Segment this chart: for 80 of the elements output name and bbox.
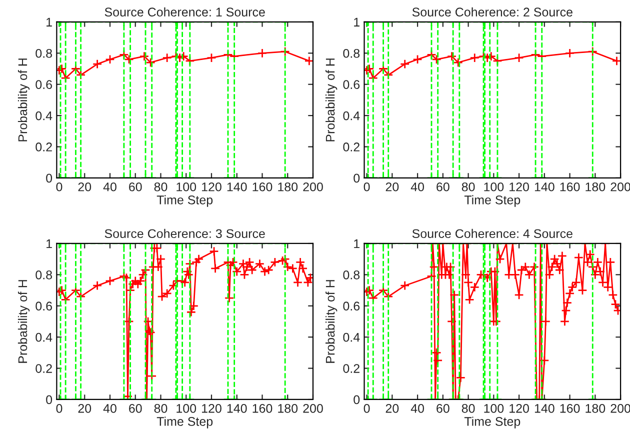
y-tick-label: 0.8: [36, 48, 52, 58]
x-tick-label: 40: [103, 182, 116, 192]
y-axis-title: Probability of H: [18, 280, 30, 363]
x-tick-label: 200: [610, 182, 630, 192]
x-tick-label: 20: [386, 404, 399, 413]
y-axis-title: Probability of H: [18, 58, 30, 142]
x-tick-label: 80: [462, 404, 475, 413]
y-tick-label: 0.6: [36, 302, 52, 311]
y-tick-label: 0.8: [36, 270, 52, 280]
x-tick-label: 200: [610, 404, 630, 413]
x-tick-label: 80: [154, 182, 168, 192]
y-tick-label: 0.4: [36, 111, 52, 120]
x-tick-label: 180: [278, 404, 298, 413]
x-tick-label: 0: [56, 182, 62, 192]
x-tick-label: 120: [202, 182, 222, 192]
x-tick-label: 40: [410, 404, 424, 413]
chart-title: Source Coherence: 2 Source: [412, 7, 572, 17]
y-tick-label: 0.2: [36, 364, 52, 373]
y-tick-label: 1: [354, 239, 360, 248]
x-tick-label: 200: [303, 182, 323, 192]
x-axis-title: Time Step: [156, 195, 213, 207]
x-tick-label: 40: [410, 182, 424, 192]
x-tick-label: 0: [56, 404, 62, 413]
x-axis-title: Time Step: [464, 195, 520, 207]
x-tick-label: 80: [462, 182, 475, 192]
x-tick-label: 160: [252, 182, 272, 192]
x-tick-label: 160: [560, 182, 580, 192]
y-tick-label: 0.2: [343, 142, 360, 152]
y-axis-title: Probability of H: [326, 280, 338, 363]
x-tick-label: 120: [202, 404, 222, 413]
x-tick-label: 20: [78, 182, 92, 192]
x-tick-label: 160: [252, 404, 272, 413]
x-tick-label: 20: [386, 182, 399, 192]
y-tick-label: 0.8: [343, 48, 360, 58]
x-tick-label: 60: [436, 404, 450, 413]
y-tick-label: 1: [46, 18, 52, 26]
y-tick-label: 0.6: [343, 80, 360, 90]
x-tick-label: 140: [227, 404, 247, 413]
x-tick-label: 180: [278, 182, 298, 192]
x-tick-label: 180: [586, 404, 606, 413]
y-tick-label: 0: [46, 174, 52, 183]
x-axis-title: Time Step: [464, 416, 520, 428]
x-tick-label: 140: [227, 182, 247, 192]
x-tick-label: 0: [364, 182, 370, 192]
y-tick-label: 0: [354, 395, 360, 404]
x-axis-title: Time Step: [156, 416, 213, 428]
x-tick-label: 60: [436, 182, 450, 192]
y-tick-label: 0.6: [343, 302, 360, 311]
x-tick-label: 140: [534, 404, 554, 413]
x-tick-label: 140: [534, 182, 554, 192]
y-tick-label: 1: [354, 18, 360, 26]
y-tick-label: 0.4: [343, 332, 360, 342]
chart-title: Source Coherence: 4 Source: [412, 228, 572, 238]
chart-title: Source Coherence: 3 Source: [104, 228, 265, 238]
x-tick-label: 60: [129, 404, 142, 413]
y-tick-label: 1: [46, 239, 52, 248]
y-tick-label: 0: [354, 174, 360, 183]
y-axis-title: Probability of H: [326, 58, 338, 142]
x-tick-label: 160: [560, 404, 580, 413]
x-tick-label: 120: [510, 182, 529, 192]
x-tick-label: 100: [484, 404, 504, 413]
y-tick-label: 0: [46, 395, 52, 404]
y-tick-label: 0.6: [36, 80, 52, 90]
y-tick-label: 0.4: [343, 111, 360, 120]
x-tick-label: 180: [586, 182, 606, 192]
chart-title: Source Coherence: 1 Source: [104, 7, 265, 17]
x-tick-label: 80: [154, 404, 168, 413]
y-tick-label: 0.4: [36, 332, 52, 342]
x-tick-label: 100: [176, 404, 196, 413]
x-tick-label: 0: [364, 404, 370, 413]
x-tick-label: 120: [510, 404, 529, 413]
y-tick-label: 0.8: [343, 270, 360, 280]
y-tick-label: 0.2: [36, 142, 52, 152]
x-tick-label: 100: [176, 182, 196, 192]
x-tick-label: 20: [78, 404, 92, 413]
x-tick-label: 40: [103, 404, 116, 413]
x-tick-label: 100: [484, 182, 504, 192]
x-tick-label: 60: [129, 182, 142, 192]
x-tick-label: 200: [303, 404, 323, 413]
y-tick-label: 0.2: [343, 364, 360, 373]
